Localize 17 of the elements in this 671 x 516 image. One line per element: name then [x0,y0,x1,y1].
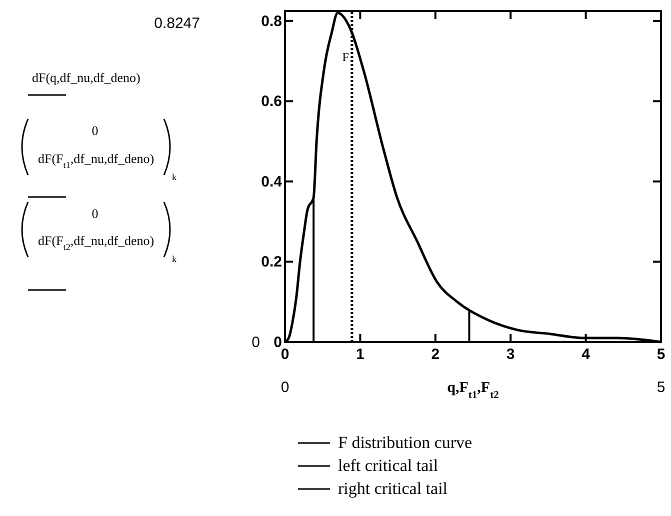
text: 0.8247 [154,15,200,32]
y-tick-label: 0.2 [261,254,282,271]
y-tick-label: 0.8 [261,12,282,30]
legend-label: left critical tail [338,456,438,475]
ref-line-label: F [342,50,350,64]
legend-label: right critical tail [338,479,448,498]
text: 5 [656,379,666,396]
x-tick-label: 3 [506,346,515,363]
legend-label: F distribution curve [338,433,472,452]
x-tick-label: 5 [656,346,666,363]
y-tick-label: 0 [274,334,282,351]
y-tick-label: 0.4 [261,173,283,190]
x-tick-label: 1 [356,346,364,363]
y-tick-label: 0.6 [261,93,282,110]
x-axis-title: q,F$_{t1}$,F$_{t2}$ [447,380,499,400]
x-tick-label: 4 [582,346,591,363]
x-tick-label: 2 [431,346,440,363]
